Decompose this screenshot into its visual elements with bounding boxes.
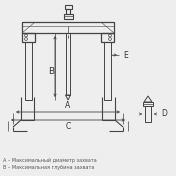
Bar (66, 9, 70, 14)
Bar (143, 102, 153, 106)
Bar (104, 42, 111, 100)
Bar (145, 106, 151, 122)
Text: B: B (48, 67, 54, 76)
Text: B – Максимальная глубина захвата: B – Максимальная глубина захвата (3, 165, 94, 170)
Bar (64, 5, 71, 9)
Text: D: D (161, 109, 167, 118)
Bar (64, 14, 73, 19)
Bar (66, 33, 70, 95)
Text: C: C (65, 122, 71, 131)
Bar (101, 33, 114, 42)
Bar (22, 22, 114, 33)
Bar (22, 33, 35, 42)
Text: A – Максимальный диаметр захвата: A – Максимальный диаметр захвата (3, 158, 97, 163)
Text: E: E (123, 51, 128, 59)
Text: A: A (65, 102, 71, 111)
Bar (25, 42, 32, 100)
